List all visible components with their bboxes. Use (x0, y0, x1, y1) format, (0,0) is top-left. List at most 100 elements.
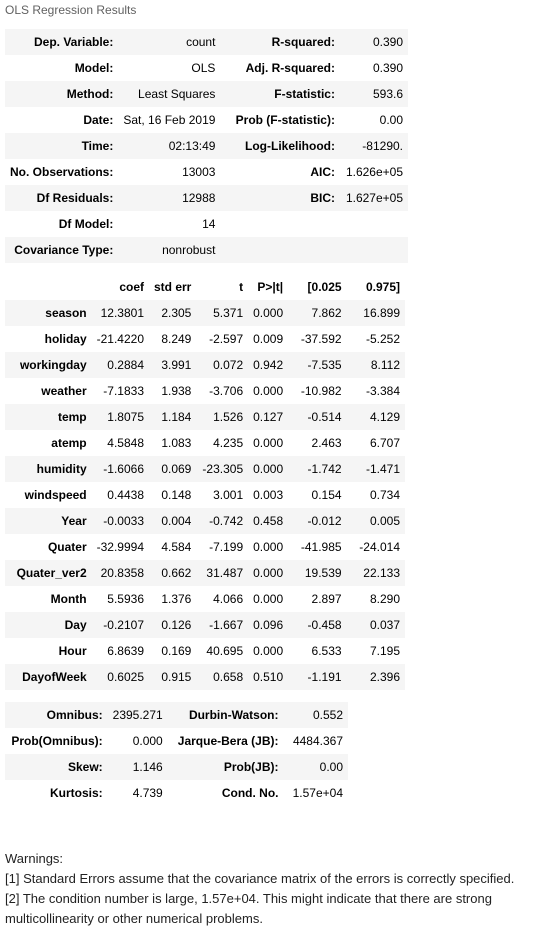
coef-cell: -10.982 (288, 378, 347, 404)
coef-column-header: coef (91, 274, 149, 300)
coef-cell: -7.199 (196, 534, 249, 560)
summary-row: Method: Least Squares F-statistic: 593.6 (5, 81, 408, 107)
coef-cell: 6.533 (288, 638, 347, 664)
coef-cell: 3.991 (149, 352, 197, 378)
warning-item: [1] Standard Errors assume that the cova… (5, 871, 515, 886)
coef-column-header: P>|t| (248, 274, 289, 300)
coef-cell: 4.584 (149, 534, 197, 560)
diagnostic-label: Cond. No. (167, 780, 284, 806)
coef-row-label: Hour (5, 638, 92, 664)
coef-cell: -7.1833 (91, 378, 149, 404)
table-row: Quater -32.9994 4.584 -7.199 0.000 -41.985 -24… (5, 534, 405, 560)
coef-cell: 1.376 (149, 586, 197, 612)
diagnostic-label: Skew: (5, 754, 108, 780)
coef-cell: 0.072 (196, 352, 249, 378)
coef-cell: 0.662 (149, 560, 197, 586)
coef-cell: 0.000 (248, 378, 289, 404)
summary-value (339, 211, 408, 237)
diagnostic-value: 1.57e+04 (283, 780, 348, 806)
coef-header-row: coef std err t P>|t| [0.025 0.975] (5, 274, 405, 300)
coef-cell: 5.371 (196, 300, 249, 326)
table-row: atemp 4.5848 1.083 4.235 0.000 2.463 6.707 (5, 430, 405, 456)
summary-value (339, 237, 408, 263)
table-row: DayofWeek 0.6025 0.915 0.658 0.510 -1.191 2.39… (5, 664, 405, 690)
summary-row: Df Residuals: 12988 BIC: 1.627e+05 (5, 185, 408, 211)
warnings-title: Warnings: (5, 851, 64, 866)
coef-column-header (5, 274, 92, 300)
diagnostic-label: Kurtosis: (5, 780, 108, 806)
coef-cell: -0.742 (196, 508, 249, 534)
coef-cell: 2.396 (346, 664, 405, 690)
coef-cell: 8.112 (346, 352, 405, 378)
summary-value: 02:13:49 (118, 133, 221, 159)
coef-cell: 0.000 (248, 456, 289, 482)
coef-cell: 0.510 (248, 664, 289, 690)
coef-cell: -41.985 (288, 534, 347, 560)
table-row: Hour 6.8639 0.169 40.695 0.000 6.533 7.195 (5, 638, 405, 664)
summary-label: Df Model: (5, 211, 119, 237)
summary-value: 593.6 (339, 81, 408, 107)
coef-cell: -1.6066 (91, 456, 149, 482)
summary-label (220, 211, 340, 237)
coef-cell: 20.8358 (91, 560, 149, 586)
coef-cell: 16.899 (346, 300, 405, 326)
summary-label: No. Observations: (5, 159, 119, 185)
diagnostic-row: Skew: 1.146 Prob(JB): 0.00 (5, 754, 348, 780)
coef-cell: 0.000 (248, 638, 289, 664)
summary-value: nonrobust (118, 237, 221, 263)
coef-cell: 8.290 (346, 586, 405, 612)
coef-row-label: windspeed (5, 482, 92, 508)
coef-cell: 7.862 (288, 300, 347, 326)
table-row: temp 1.8075 1.184 1.526 0.127 -0.514 4.129 (5, 404, 405, 430)
summary-label: Method: (5, 81, 119, 107)
coef-cell: 1.526 (196, 404, 249, 430)
coef-cell: 0.000 (248, 430, 289, 456)
summary-row: Date: Sat, 16 Feb 2019 Prob (F-statistic):… (5, 107, 408, 133)
coef-cell: 2.305 (149, 300, 197, 326)
diagnostic-label: Prob(Omnibus): (5, 728, 108, 754)
coef-cell: 0.004 (149, 508, 197, 534)
coef-cell: 8.249 (149, 326, 197, 352)
diagnostic-row: Prob(Omnibus): 0.000 Jarque-Bera (JB): 4484… (5, 728, 348, 754)
coef-cell: -7.535 (288, 352, 347, 378)
coef-cell: 2.463 (288, 430, 347, 456)
summary-value: 0.390 (339, 29, 408, 55)
coef-cell: 7.195 (346, 638, 405, 664)
coef-column-header: std err (149, 274, 197, 300)
coef-cell: 31.487 (196, 560, 249, 586)
coefficients-table: coef std err t P>|t| [0.025 0.975] season 12.3… (5, 274, 405, 690)
summary-value: OLS (118, 55, 221, 81)
coef-cell: -32.9994 (91, 534, 149, 560)
diagnostic-value: 2395.271 (107, 702, 168, 728)
summary-value: 13003 (118, 159, 221, 185)
table-row: humidity -1.6066 0.069 -23.305 0.000 -1.742 -1… (5, 456, 405, 482)
summary-label (220, 237, 340, 263)
coef-row-label: DayofWeek (5, 664, 92, 690)
summary-label: R-squared: (220, 29, 340, 55)
coef-cell: 0.096 (248, 612, 289, 638)
coef-row-label: humidity (5, 456, 92, 482)
coef-cell: -0.012 (288, 508, 347, 534)
coef-cell: -37.592 (288, 326, 347, 352)
coef-cell: 22.133 (346, 560, 405, 586)
summary-value: -81290. (339, 133, 408, 159)
summary-value: 1.626e+05 (339, 159, 408, 185)
coef-cell: -2.597 (196, 326, 249, 352)
table-row: windspeed 0.4438 0.148 3.001 0.003 0.154 0.734 (5, 482, 405, 508)
table-caption: OLS Regression Results (5, 3, 137, 17)
diagnostic-row: Omnibus: 2395.271 Durbin-Watson: 0.552 (5, 702, 348, 728)
coef-cell: 4.066 (196, 586, 249, 612)
table-row: Day -0.2107 0.126 -1.667 0.096 -0.458 0.037 (5, 612, 405, 638)
summary-value: Sat, 16 Feb 2019 (118, 107, 221, 133)
coef-cell: -1.191 (288, 664, 347, 690)
table-row: workingday 0.2884 3.991 0.072 0.942 -7.535 8.1… (5, 352, 405, 378)
summary-label: AIC: (220, 159, 340, 185)
coef-cell: 0.005 (346, 508, 405, 534)
summary-value: Least Squares (118, 81, 221, 107)
summary-row: Dep. Variable: count R-squared: 0.390 (5, 29, 408, 55)
diagnostics-table: Omnibus: 2395.271 Durbin-Watson: 0.552 Prob(… (5, 702, 348, 806)
diagnostic-label: Prob(JB): (167, 754, 284, 780)
coef-cell: 4.129 (346, 404, 405, 430)
coef-cell: 0.069 (149, 456, 197, 482)
coef-cell: -21.4220 (91, 326, 149, 352)
